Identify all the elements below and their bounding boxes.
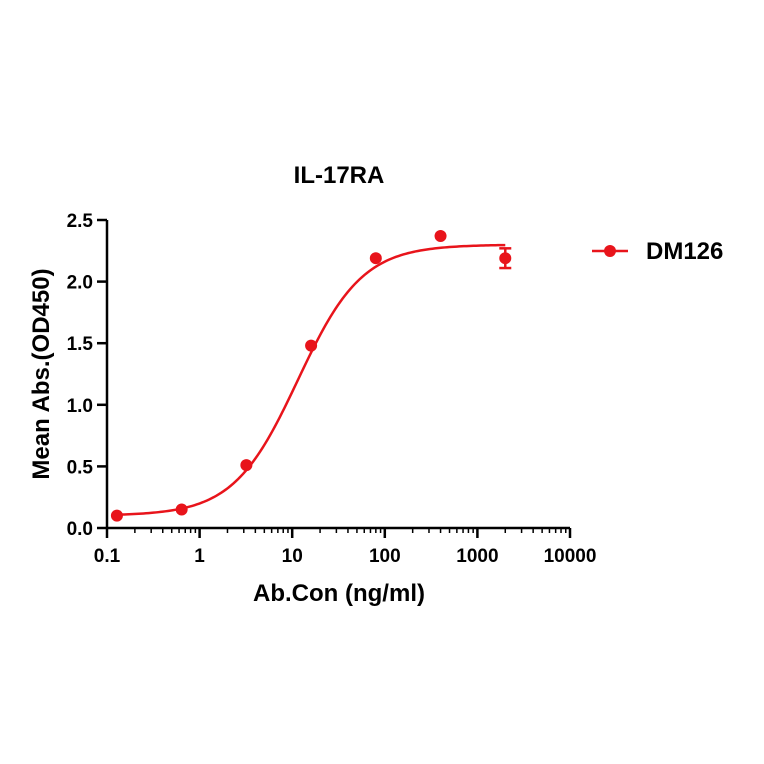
legend-marker-dm126 [604, 245, 616, 257]
y-tick-label: 0.0 [67, 519, 93, 540]
y-tick-label: 1.0 [67, 396, 93, 417]
y-tick-label: 2.5 [67, 211, 94, 232]
x-tick-label: 1000 [456, 546, 498, 567]
data-point [240, 459, 253, 472]
y-tick-label: 1.5 [67, 334, 94, 355]
x-axis-label: Ab.Con (ng/ml) [253, 580, 425, 607]
y-ticks: 0.0 0.5 1.0 1.5 2.0 2.5 [67, 211, 107, 540]
data-point [305, 339, 318, 352]
data-point [434, 230, 447, 243]
x-tick-label: 1 [194, 546, 205, 567]
legend: DM126 [592, 238, 723, 265]
x-tick-label: 10 [282, 546, 303, 567]
legend-label-dm126: DM126 [646, 238, 723, 265]
data-point [369, 252, 382, 265]
data-point [175, 503, 188, 516]
data-point [499, 252, 512, 265]
y-tick-label: 0.5 [67, 457, 94, 478]
x-ticks: 0.1 1 10 100 1000 10000 [94, 528, 597, 567]
x-tick-label: 100 [369, 546, 401, 567]
y-axis-label: Mean Abs.(OD450) [28, 268, 55, 479]
x-tick-label: 10000 [544, 546, 597, 567]
axes [105, 220, 570, 530]
fit-curve-dm126 [116, 243, 506, 516]
plot-area [110, 230, 512, 522]
x-tick-label: 0.1 [94, 546, 121, 567]
data-point [110, 509, 123, 522]
y-tick-label: 2.0 [67, 273, 93, 294]
chart-title: IL-17RA [294, 162, 385, 189]
